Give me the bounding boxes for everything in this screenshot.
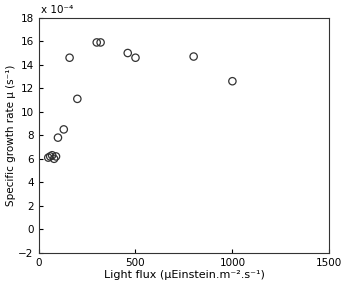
- Point: [53, 154, 59, 159]
- Point: [61, 127, 66, 132]
- Point: [67, 55, 72, 60]
- Point: [74, 97, 80, 101]
- Point: [125, 51, 130, 55]
- X-axis label: Light flux (μEinstein.m⁻².s⁻¹): Light flux (μEinstein.m⁻².s⁻¹): [103, 271, 264, 281]
- Point: [191, 54, 196, 59]
- Y-axis label: Specific growth rate μ (s⁻¹): Specific growth rate μ (s⁻¹): [6, 65, 16, 206]
- Point: [46, 155, 51, 160]
- Point: [98, 40, 103, 45]
- Point: [47, 154, 53, 159]
- Point: [49, 153, 55, 158]
- Point: [51, 156, 57, 161]
- Point: [55, 135, 61, 140]
- Point: [230, 79, 235, 84]
- Point: [133, 55, 138, 60]
- Text: x 10⁻⁴: x 10⁻⁴: [41, 5, 74, 15]
- Point: [94, 40, 100, 45]
